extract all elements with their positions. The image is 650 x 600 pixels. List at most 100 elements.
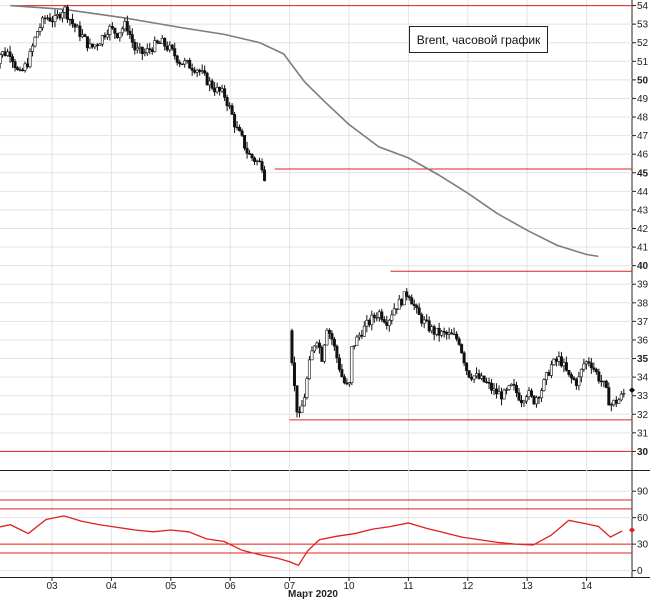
candle-body [173,48,177,57]
candle-body [65,6,69,20]
candle-body [377,311,381,318]
candle-body [327,329,331,334]
candle-body [110,26,114,29]
candle-body [123,21,127,30]
candle-body [11,56,15,62]
moving-average [10,4,599,258]
candle-body [455,333,459,340]
candle-body [387,320,391,326]
price-tick-label: 54 [637,1,649,12]
candle-body [415,305,419,309]
candle-body [412,303,416,306]
candle-body [592,367,596,370]
candle-body [295,385,299,413]
candle-body [604,380,608,388]
candle-body [515,385,519,394]
price-tick-label: 33 [637,391,649,402]
candle-body [195,69,199,73]
candle-body [522,400,526,404]
candle-body [158,42,162,44]
candle-body [505,389,509,391]
candle-body [402,291,406,306]
candle-body [190,67,194,71]
candle-body [422,319,426,324]
candle-body [210,80,214,89]
candle-body [532,395,536,405]
candle-body [225,97,229,107]
candle-body [63,6,67,13]
candle-body [320,347,324,362]
candle-body [70,19,74,25]
candle-body [160,38,164,44]
candle-body [360,334,364,337]
candle-body [43,17,47,20]
candle-body [594,369,598,373]
price-tick-label: 34 [637,373,649,384]
candle-body [38,27,42,32]
candles [0,4,626,418]
candle-body [302,397,306,407]
candle-body [140,46,144,55]
candle-body [243,135,247,149]
candle-body [425,319,429,322]
price-tick-label: 45 [637,168,649,179]
oscillator-line [0,515,623,567]
candle-body [297,411,301,414]
candle-body [290,330,294,364]
candle-body [517,392,521,401]
candle-body [16,67,20,70]
candle-body [253,157,257,162]
candle-body [208,80,212,86]
candle-body [579,368,583,378]
candle-body [407,296,411,298]
candle-body [163,38,167,47]
candle-body [53,15,57,23]
candle-body [185,60,189,62]
candle-body [325,329,329,346]
candle-body [310,350,314,361]
candle-body [138,46,142,49]
candle-body [510,383,514,386]
osc-tick-label: 0 [637,566,643,577]
candle-body [467,370,471,378]
current-price-marker [629,387,635,394]
candle-body [180,63,184,65]
candle-body [100,35,104,45]
candle-body [203,70,207,74]
candle-body [312,345,316,352]
candle-body [307,359,311,380]
candle-body [390,314,394,321]
candle-body [385,321,389,326]
candle-body [330,333,334,340]
candle-body [617,399,621,404]
candle-body [85,36,89,49]
candle-body [355,336,359,346]
candle-body [345,382,349,385]
price-tick-label: 46 [637,150,649,161]
candle-body [382,319,386,323]
candle-body [155,40,159,44]
candle-body [235,126,239,129]
candle-body [477,373,481,379]
candle-body [380,311,384,320]
candle-body [445,332,449,335]
candle-body [539,390,543,399]
price-tick-label: 47 [637,131,649,142]
candle-body [350,346,354,383]
candle-body [317,342,321,348]
candle-body [582,363,586,370]
candle-body [120,28,124,34]
candle-body [93,44,97,48]
candle-body [342,376,346,384]
candle-body [420,314,424,324]
candle-body [392,308,396,316]
candle-body [352,345,356,347]
osc-current-marker [629,527,635,534]
price-tick-label: 40 [637,261,649,272]
candle-body [552,358,556,366]
candle-body [188,60,192,69]
candle-body [482,375,486,383]
candle-body [512,383,516,386]
candle-body [554,358,558,362]
candle-body [255,160,259,163]
